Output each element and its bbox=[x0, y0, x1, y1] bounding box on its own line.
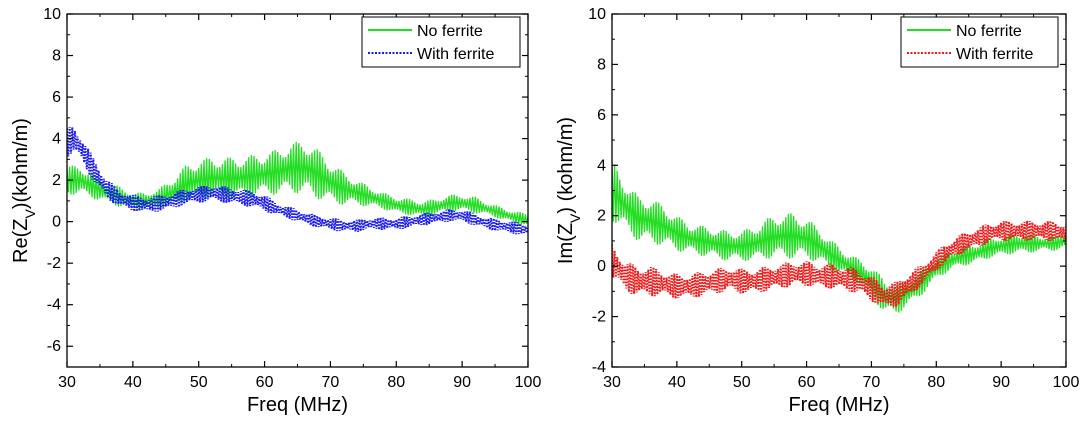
x-axis-label: Freq (MHz) bbox=[247, 394, 348, 416]
x-tick-label: 100 bbox=[1053, 374, 1080, 391]
legend-label: With ferrite bbox=[956, 46, 1033, 63]
legend-label: With ferrite bbox=[417, 46, 494, 63]
series-line-with-ferrite bbox=[67, 126, 528, 235]
x-tick-label: 50 bbox=[190, 374, 208, 391]
y-axis-label: Re(ZV)(kohm/m) bbox=[10, 118, 38, 263]
x-tick-label: 30 bbox=[603, 374, 621, 391]
legend: No ferrite With ferrite bbox=[900, 16, 1059, 68]
x-tick-label: 60 bbox=[798, 374, 816, 391]
x-tick-label: 30 bbox=[58, 374, 76, 391]
y-tick-label: 6 bbox=[52, 89, 61, 106]
x-axis-label: Freq (MHz) bbox=[788, 394, 889, 416]
panel-1: 30 40 50 60 70 80 90 100 -6 -4 -2 0 2 4 6 8 10 Freq (MHz)… bbox=[10, 6, 541, 416]
x-tick-label: 50 bbox=[733, 374, 751, 391]
y-tick-label: 4 bbox=[597, 157, 606, 174]
x-tick-label: 80 bbox=[927, 374, 945, 391]
y-tick-label: -4 bbox=[592, 359, 606, 376]
y-axis-label-main: Re(Z bbox=[10, 219, 32, 263]
x-tick-label: 80 bbox=[387, 374, 405, 391]
x-tick-label: 70 bbox=[863, 374, 881, 391]
y-tick-label: 4 bbox=[52, 131, 61, 148]
y-tick-label: 0 bbox=[597, 258, 606, 275]
y-axis-label-subscript: V bbox=[567, 213, 583, 223]
x-tick-label: 60 bbox=[256, 374, 274, 391]
x-tick-label: 90 bbox=[453, 374, 471, 391]
y-tick-label: 8 bbox=[52, 48, 61, 65]
legend-box bbox=[900, 16, 1059, 68]
series-line-with-ferrite bbox=[612, 220, 1066, 307]
y-tick-label: -2 bbox=[592, 309, 606, 326]
y-tick-label: 10 bbox=[43, 6, 61, 23]
y-tick-label: 8 bbox=[597, 56, 606, 73]
y-tick-label: -4 bbox=[47, 297, 61, 314]
y-axis-label: Im(ZV) (kohm/m) bbox=[555, 117, 583, 264]
x-tick-label: 90 bbox=[992, 374, 1010, 391]
x-tick-label: 100 bbox=[515, 374, 542, 391]
y-tick-label: 2 bbox=[52, 172, 61, 189]
y-axis-label-main: Im(Z bbox=[555, 223, 577, 264]
panel-2: 30 40 50 60 70 80 90 100 -4 -2 0 2 4 6 8 10 Freq (MHz) Im… bbox=[555, 6, 1079, 416]
legend: No ferrite With ferrite bbox=[361, 16, 521, 68]
x-tick-label: 70 bbox=[322, 374, 340, 391]
y-tick-label: 10 bbox=[588, 6, 606, 23]
y-tick-label: -2 bbox=[47, 255, 61, 272]
y-tick-label: 2 bbox=[597, 208, 606, 225]
series-line-no-ferrite bbox=[612, 161, 1066, 313]
y-axis-label-subscript: V bbox=[22, 209, 38, 219]
y-axis-label-tail: )(kohm/m) bbox=[10, 118, 32, 209]
y-tick-label: 0 bbox=[52, 214, 61, 231]
y-tick-label: 6 bbox=[597, 107, 606, 124]
legend-label: No ferrite bbox=[417, 23, 483, 40]
legend-label: No ferrite bbox=[956, 23, 1022, 40]
legend-box bbox=[361, 16, 521, 68]
y-tick-label: -6 bbox=[47, 338, 61, 355]
x-tick-label: 40 bbox=[124, 374, 142, 391]
x-tick-label: 40 bbox=[668, 374, 686, 391]
series-line-no-ferrite bbox=[67, 141, 528, 225]
y-axis-label-tail: ) (kohm/m) bbox=[555, 117, 577, 214]
